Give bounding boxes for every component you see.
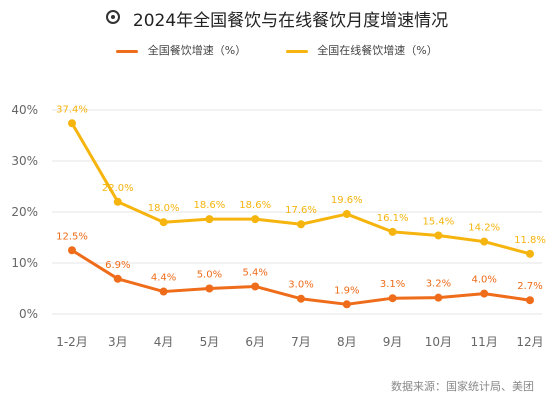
y-tick-label: 40% <box>11 103 38 117</box>
data-label: 11.8% <box>514 235 546 246</box>
data-label: 3.2% <box>426 279 451 290</box>
legend-label-online-dining: 全国在线餐饮增速（%） <box>317 44 438 57</box>
data-label: 22.0% <box>102 183 134 194</box>
data-label: 18.6% <box>239 200 271 211</box>
legend-label-dining: 全国餐饮增速（%） <box>147 44 247 57</box>
legend-item-dining: 全国餐饮增速（%） <box>116 42 246 58</box>
data-point <box>526 249 534 258</box>
data-label: 16.1% <box>377 213 409 224</box>
x-tick-label: 8月 <box>337 335 357 349</box>
x-tick-label: 3月 <box>108 335 128 349</box>
data-label: 6.9% <box>105 260 130 271</box>
data-point <box>251 215 260 224</box>
data-source-note: 数据来源：国家统计局、美团 <box>391 380 534 393</box>
y-tick-label: 0% <box>19 307 38 321</box>
radio-bullet-icon <box>105 9 120 24</box>
x-tick-label: 12月 <box>516 335 543 349</box>
data-label: 18.6% <box>194 200 226 211</box>
x-tick-label: 5月 <box>200 335 220 349</box>
x-tick-label: 9月 <box>383 335 403 349</box>
data-point <box>480 237 489 246</box>
data-point <box>68 119 76 128</box>
series-line-1 <box>70 121 532 256</box>
data-point <box>159 218 168 227</box>
data-label: 15.4% <box>423 216 455 227</box>
data-label: 12.5% <box>56 231 88 242</box>
legend-swatch-dining <box>116 49 139 53</box>
data-point <box>526 296 534 305</box>
data-point <box>159 287 168 296</box>
data-label: 2.7% <box>517 281 542 292</box>
y-tick-label: 30% <box>11 154 38 168</box>
data-point <box>251 282 260 291</box>
data-point <box>205 284 214 293</box>
x-tick-label: 4月 <box>154 335 174 349</box>
x-tick-label: 6月 <box>245 335 265 349</box>
data-point <box>388 294 397 303</box>
data-label: 18.0% <box>148 203 180 214</box>
data-point <box>297 220 305 229</box>
data-point <box>68 246 76 255</box>
chart-title: 2024年全国餐饮与在线餐饮月度增速情况 <box>132 11 449 31</box>
data-label: 4.4% <box>151 273 176 284</box>
x-tick-label: 1-2月 <box>56 335 88 349</box>
data-point <box>434 231 443 240</box>
data-label: 4.0% <box>471 275 496 286</box>
data-label: 17.6% <box>285 205 317 216</box>
data-point <box>113 197 122 206</box>
x-tick-label: 10月 <box>425 335 452 349</box>
data-label: 3.1% <box>380 279 405 290</box>
data-point <box>342 210 351 219</box>
data-point <box>297 294 305 303</box>
x-tick-label: 7月 <box>291 335 311 349</box>
chart-legend: 全国餐饮增速（%） 全国在线餐饮增速（%） <box>0 42 554 58</box>
data-label: 3.0% <box>288 280 313 291</box>
data-label: 1.9% <box>334 285 359 296</box>
y-tick-label: 20% <box>11 205 38 219</box>
data-point <box>205 215 214 224</box>
data-label: 14.2% <box>468 223 500 234</box>
y-tick-label: 10% <box>11 256 38 270</box>
data-point <box>342 300 351 309</box>
legend-item-online-dining: 全国在线餐饮增速（%） <box>285 42 438 58</box>
data-point <box>388 227 397 236</box>
data-point <box>480 289 489 298</box>
x-tick-label: 11月 <box>471 335 498 349</box>
data-point <box>113 274 122 283</box>
legend-swatch-online-dining <box>285 49 308 53</box>
data-label: 5.0% <box>197 270 222 281</box>
chart-title-row: 2024年全国餐饮与在线餐饮月度增速情况 <box>0 6 554 31</box>
data-label: 37.4% <box>56 104 88 115</box>
data-label: 19.6% <box>331 195 363 206</box>
data-point <box>434 293 443 302</box>
data-label: 5.4% <box>242 267 267 278</box>
